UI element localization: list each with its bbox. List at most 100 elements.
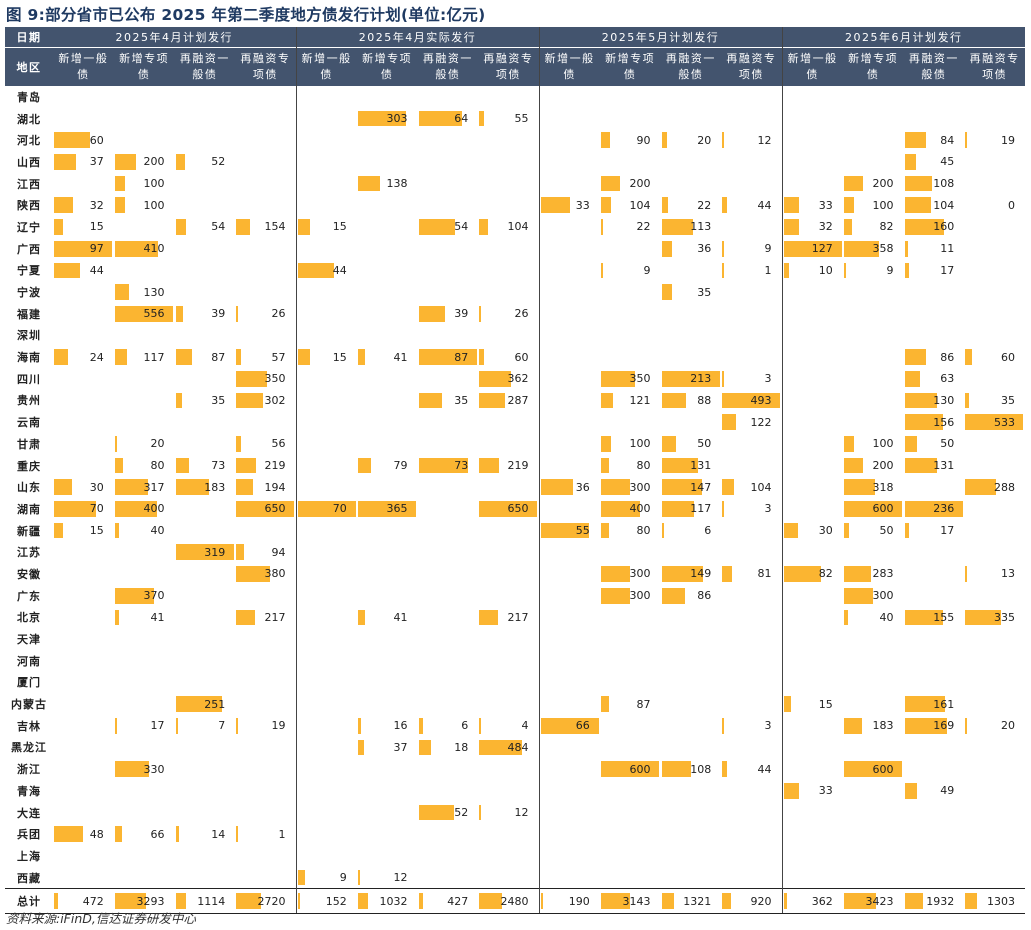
value-cell bbox=[114, 737, 175, 759]
region-name: 青岛 bbox=[17, 90, 41, 104]
table-row: 新疆 15 40 55 80 6 30 50 17 bbox=[5, 519, 1025, 542]
table-row: 广东 370 300 86 300 bbox=[5, 584, 1025, 607]
value-label: 283 bbox=[872, 567, 894, 581]
value-cell: 149 bbox=[661, 563, 722, 585]
value-cell bbox=[235, 260, 296, 282]
value-label: 17 bbox=[940, 263, 955, 277]
value-cell bbox=[904, 845, 965, 867]
value-bar bbox=[904, 370, 920, 387]
value-label: 149 bbox=[690, 567, 712, 581]
value-cell bbox=[295, 671, 357, 694]
value-cell: 17 bbox=[904, 260, 965, 282]
value-bar bbox=[175, 696, 222, 712]
table-row: 江苏 319 94 bbox=[5, 541, 1025, 564]
value-cell: 35 bbox=[661, 281, 722, 303]
value-cell bbox=[418, 845, 479, 867]
value-bar bbox=[479, 739, 523, 756]
value-cell: 54 bbox=[175, 216, 236, 238]
value-cell bbox=[295, 801, 357, 824]
value-bar bbox=[783, 566, 821, 582]
value-cell: 380 bbox=[235, 563, 296, 585]
value-cell: 108 bbox=[904, 173, 965, 195]
value-bar bbox=[783, 219, 799, 235]
value-cell bbox=[478, 780, 539, 802]
value-cell bbox=[114, 541, 175, 563]
value-bar bbox=[54, 219, 63, 235]
value-label: 15 bbox=[818, 697, 833, 711]
value-label: 400 bbox=[143, 502, 165, 516]
value-cell bbox=[781, 736, 843, 759]
value-bar bbox=[297, 349, 310, 365]
value-bar bbox=[236, 826, 239, 843]
value-label: 161 bbox=[933, 697, 955, 711]
value-cell: 365 bbox=[357, 498, 418, 520]
value-cell: 13 bbox=[964, 563, 1025, 585]
value-cell bbox=[53, 758, 114, 780]
value-cell: 19 bbox=[235, 715, 296, 737]
value-bar bbox=[661, 522, 664, 539]
value-label: 40 bbox=[879, 610, 894, 624]
value-cell bbox=[661, 802, 722, 824]
value-cell bbox=[357, 390, 418, 412]
value-cell: 100 bbox=[843, 433, 904, 455]
value-cell bbox=[964, 455, 1025, 477]
value-cell bbox=[357, 520, 418, 542]
value-bar bbox=[843, 457, 863, 474]
value-bar bbox=[843, 501, 902, 517]
value-cell: 87 bbox=[418, 346, 479, 368]
value-cell bbox=[357, 433, 418, 455]
value-bar bbox=[297, 869, 305, 886]
value-cell bbox=[661, 86, 722, 108]
value-cell: 37 bbox=[357, 737, 418, 759]
value-bar bbox=[175, 457, 189, 474]
value-bar bbox=[114, 893, 146, 910]
value-cell: 30 bbox=[53, 476, 114, 498]
value-label: 104 bbox=[629, 198, 651, 212]
value-cell bbox=[843, 823, 904, 845]
value-cell bbox=[295, 563, 357, 585]
value-cell bbox=[904, 823, 965, 845]
value-cell: 370 bbox=[114, 585, 175, 607]
value-bar bbox=[54, 479, 72, 496]
value-cell: 287 bbox=[478, 390, 539, 412]
value-label: 200 bbox=[872, 177, 894, 191]
value-cell: 57 bbox=[235, 346, 296, 368]
value-label: 100 bbox=[143, 177, 165, 191]
value-cell bbox=[781, 346, 843, 368]
value-cell bbox=[538, 823, 600, 846]
value-cell bbox=[418, 867, 479, 889]
value-cell bbox=[295, 758, 357, 780]
value-cell: 15 bbox=[295, 216, 357, 238]
value-cell bbox=[721, 823, 782, 845]
source-note: 资料来源:iFinD,信达证券研发中心 bbox=[6, 911, 196, 926]
value-cell: 600 bbox=[843, 498, 904, 520]
value-cell: 920 bbox=[721, 888, 782, 915]
value-label: 1114 bbox=[197, 894, 226, 908]
value-cell: 80 bbox=[600, 455, 661, 477]
value-label: 18 bbox=[454, 740, 469, 754]
value-label: 41 bbox=[150, 610, 165, 624]
value-cell bbox=[781, 86, 843, 108]
value-cell: 52 bbox=[418, 802, 479, 824]
value-bar bbox=[600, 479, 630, 496]
value-cell bbox=[175, 86, 236, 108]
value-bar bbox=[904, 717, 947, 734]
value-cell bbox=[53, 411, 114, 433]
value-label: 12 bbox=[393, 871, 408, 885]
value-cell bbox=[781, 324, 843, 347]
value-cell bbox=[357, 325, 418, 347]
value-cell bbox=[904, 802, 965, 824]
group-header: 2025年5月计划发行 bbox=[538, 27, 782, 48]
value-cell bbox=[721, 325, 782, 347]
value-bar bbox=[661, 370, 720, 387]
page-title: 图 9:部分省市已公布 2025 年第二季度地方债发行计划(单位:亿元) bbox=[6, 6, 486, 24]
value-cell: 122 bbox=[721, 411, 782, 433]
value-cell: 1032 bbox=[356, 888, 418, 915]
value-cell: 1932 bbox=[903, 888, 965, 915]
value-cell: 36 bbox=[538, 476, 600, 499]
value-label: 358 bbox=[872, 242, 894, 256]
value-cell bbox=[235, 737, 296, 759]
value-bar bbox=[904, 414, 943, 430]
value-cell: 300 bbox=[600, 563, 661, 585]
value-bar bbox=[600, 522, 609, 539]
